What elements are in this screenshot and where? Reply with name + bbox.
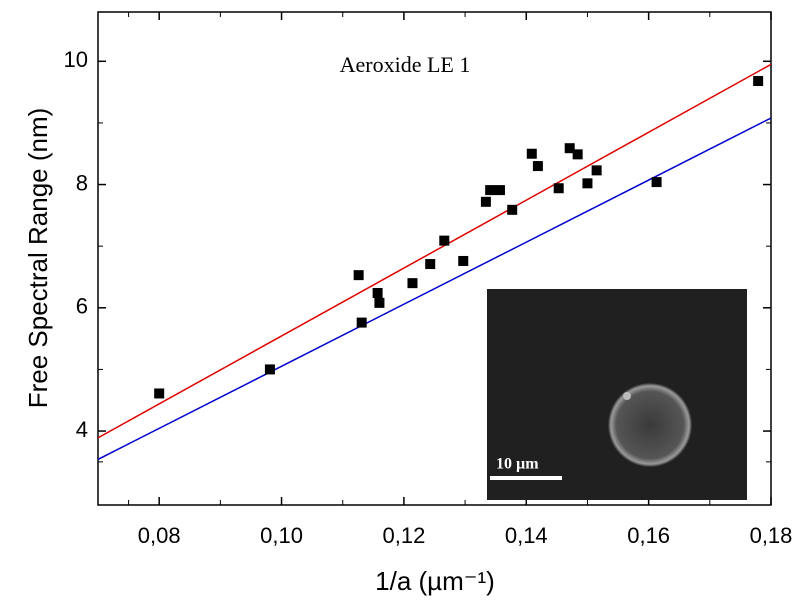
data-point xyxy=(526,148,537,159)
y-tick-label: 6 xyxy=(76,294,88,319)
inset-particle xyxy=(608,383,692,467)
inset-background xyxy=(487,289,747,500)
x-tick-label: 0,12 xyxy=(382,523,425,548)
data-point xyxy=(485,185,496,196)
data-point xyxy=(480,196,491,207)
x-tick-label: 0,18 xyxy=(750,523,793,548)
fit-line xyxy=(98,63,771,439)
y-tick-label: 4 xyxy=(76,417,88,442)
inset-highlight xyxy=(623,392,631,400)
data-point xyxy=(439,235,450,246)
x-axis-label: 1/a (µm⁻¹) xyxy=(375,566,495,596)
fit-line xyxy=(98,117,771,461)
data-point xyxy=(356,317,367,328)
data-point xyxy=(564,143,575,154)
y-tick-label: 8 xyxy=(76,170,88,195)
data-point xyxy=(154,388,165,399)
data-point xyxy=(591,165,602,176)
data-point xyxy=(507,204,518,215)
data-point xyxy=(553,183,564,194)
data-point xyxy=(372,288,383,299)
data-point xyxy=(494,185,505,196)
plot-area xyxy=(98,63,771,461)
x-tick-label: 0,08 xyxy=(138,523,181,548)
data-point xyxy=(264,364,275,375)
data-point xyxy=(458,255,469,266)
data-point xyxy=(532,161,543,172)
data-point xyxy=(572,149,583,160)
inset-image: 10 µm xyxy=(487,289,747,500)
annotation: Aeroxide LE 1 xyxy=(340,52,471,77)
plot-frame xyxy=(97,11,772,506)
data-point xyxy=(374,297,385,308)
data-point xyxy=(425,259,436,270)
data-point xyxy=(651,177,662,188)
x-tick-label: 0,16 xyxy=(627,523,670,548)
y-axis-label: Free Spectral Range (nm) xyxy=(23,108,53,409)
y-tick-label: 10 xyxy=(64,47,88,72)
scale-bar-label: 10 µm xyxy=(496,456,539,473)
data-point xyxy=(582,178,593,189)
data-point xyxy=(407,278,418,289)
x-tick-label: 0,10 xyxy=(260,523,303,548)
x-tick-label: 0,14 xyxy=(505,523,548,548)
data-point xyxy=(353,270,364,281)
data-point xyxy=(753,76,764,87)
